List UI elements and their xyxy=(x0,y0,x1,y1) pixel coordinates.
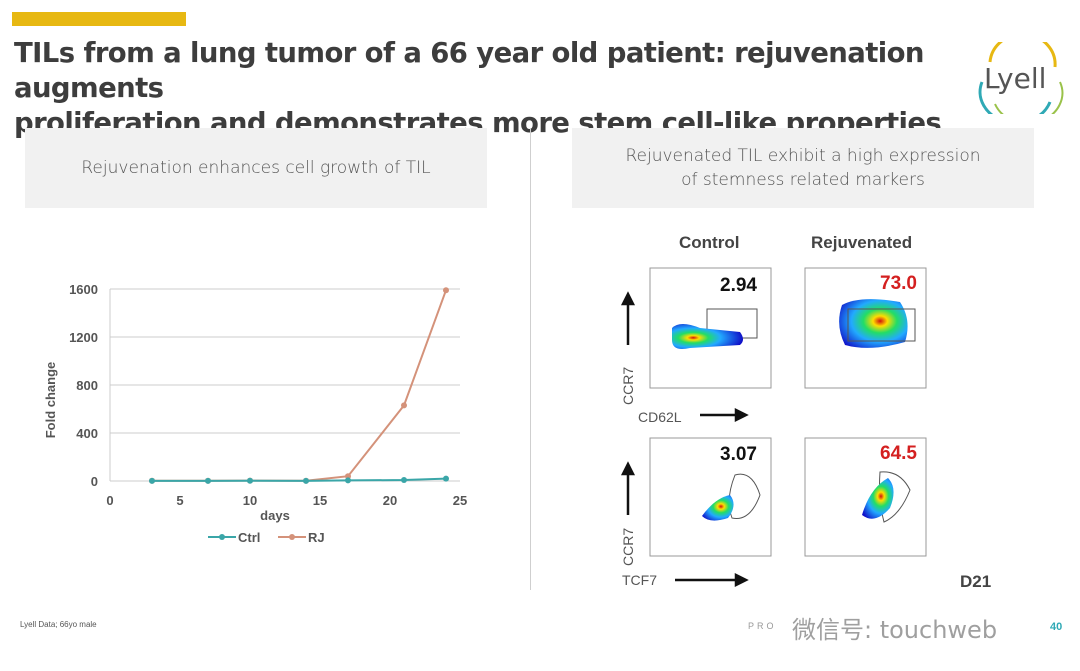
growth-chart: 0 400 800 1200 1600 0 5 10 15 20 25 days Fold change… xyxy=(43,282,467,545)
y-label-ccr7-1: CCR7 xyxy=(620,366,636,405)
legend-label-ctrl: Ctrl xyxy=(238,530,260,545)
y-tick-label: 800 xyxy=(76,378,98,393)
x-label-tcf7: TCF7 xyxy=(622,572,657,588)
axis-arrows xyxy=(620,291,749,588)
legend-label-rj: RJ xyxy=(308,530,325,545)
page-number: 40 xyxy=(1050,621,1063,633)
x-tick-label: 0 xyxy=(106,493,113,508)
caption-line-2: of stemness related markers xyxy=(681,170,925,190)
y-tick-label: 0 xyxy=(91,474,98,489)
caption-line-1: Rejuvenated TIL exhibit a high expressio… xyxy=(625,146,981,166)
divider xyxy=(530,128,531,590)
accent-bar xyxy=(12,12,186,26)
logo-text: Lyell xyxy=(984,62,1046,95)
data-point-ctrl xyxy=(401,477,407,484)
caption-text: Rejuvenation enhances cell growth of TIL xyxy=(81,158,431,178)
footer-note: Lyell Data; 66yo male xyxy=(20,620,97,629)
right-panel-caption: Rejuvenated TIL exhibit a high expressio… xyxy=(572,128,1034,208)
timepoint-label: D21 xyxy=(960,572,992,591)
plot-rejuvenated-ccr7-cd62l xyxy=(804,267,927,389)
x-tick-label: 20 xyxy=(383,493,397,508)
rejuvenated-tcf7-value: 64.5 xyxy=(880,443,917,464)
data-point-ctrl xyxy=(149,477,155,484)
plot-rejuvenated-ccr7-tcf7 xyxy=(804,437,927,557)
slide-title: TILs from a lung tumor of a 66 year old … xyxy=(14,36,1080,141)
data-point-rj xyxy=(443,287,449,294)
legend-marker-rj xyxy=(289,534,295,540)
data-point-rj xyxy=(345,473,351,480)
x-tick-label: 25 xyxy=(453,493,467,508)
data-point-rj xyxy=(401,402,407,409)
data-point-ctrl xyxy=(247,477,253,484)
left-panel-caption: Rejuvenation enhances cell growth of TIL xyxy=(25,128,487,208)
x-label-cd62l: CD62L xyxy=(638,409,682,425)
y-tick-label: 1600 xyxy=(69,282,98,297)
y-tick-label: 1200 xyxy=(69,330,98,345)
data-point-ctrl xyxy=(303,477,309,484)
y-axis-label: Fold change xyxy=(43,362,58,439)
header-rejuvenated: Rejuvenated xyxy=(811,233,913,252)
flow-plots xyxy=(620,267,927,588)
control-cd62l-value: 2.94 xyxy=(720,275,757,296)
header-control: Control xyxy=(679,233,740,252)
x-axis-label: days xyxy=(260,508,290,523)
watermark: 微信号: touchweb xyxy=(792,616,998,644)
x-tick-label: 10 xyxy=(243,493,257,508)
y-label-ccr7-2: CCR7 xyxy=(620,527,636,566)
title-line-1: TILs from a lung tumor of a 66 year old … xyxy=(14,37,924,104)
x-tick-label: 15 xyxy=(313,493,327,508)
data-point-ctrl xyxy=(205,477,211,484)
y-tick-label: 400 xyxy=(76,426,98,441)
lyell-logo: Lyell xyxy=(978,42,1064,114)
rejuvenated-cd62l-value: 73.0 xyxy=(880,273,917,294)
data-point-ctrl xyxy=(443,475,449,482)
data-point-ctrl xyxy=(345,477,351,484)
legend-marker-ctrl xyxy=(219,534,225,540)
plot-control-ccr7-tcf7 xyxy=(649,437,772,557)
x-tick-label: 5 xyxy=(176,493,183,508)
plot-control-ccr7-cd62l xyxy=(649,267,772,389)
confidential-label: PRO xyxy=(748,621,777,631)
control-tcf7-value: 3.07 xyxy=(720,444,757,465)
